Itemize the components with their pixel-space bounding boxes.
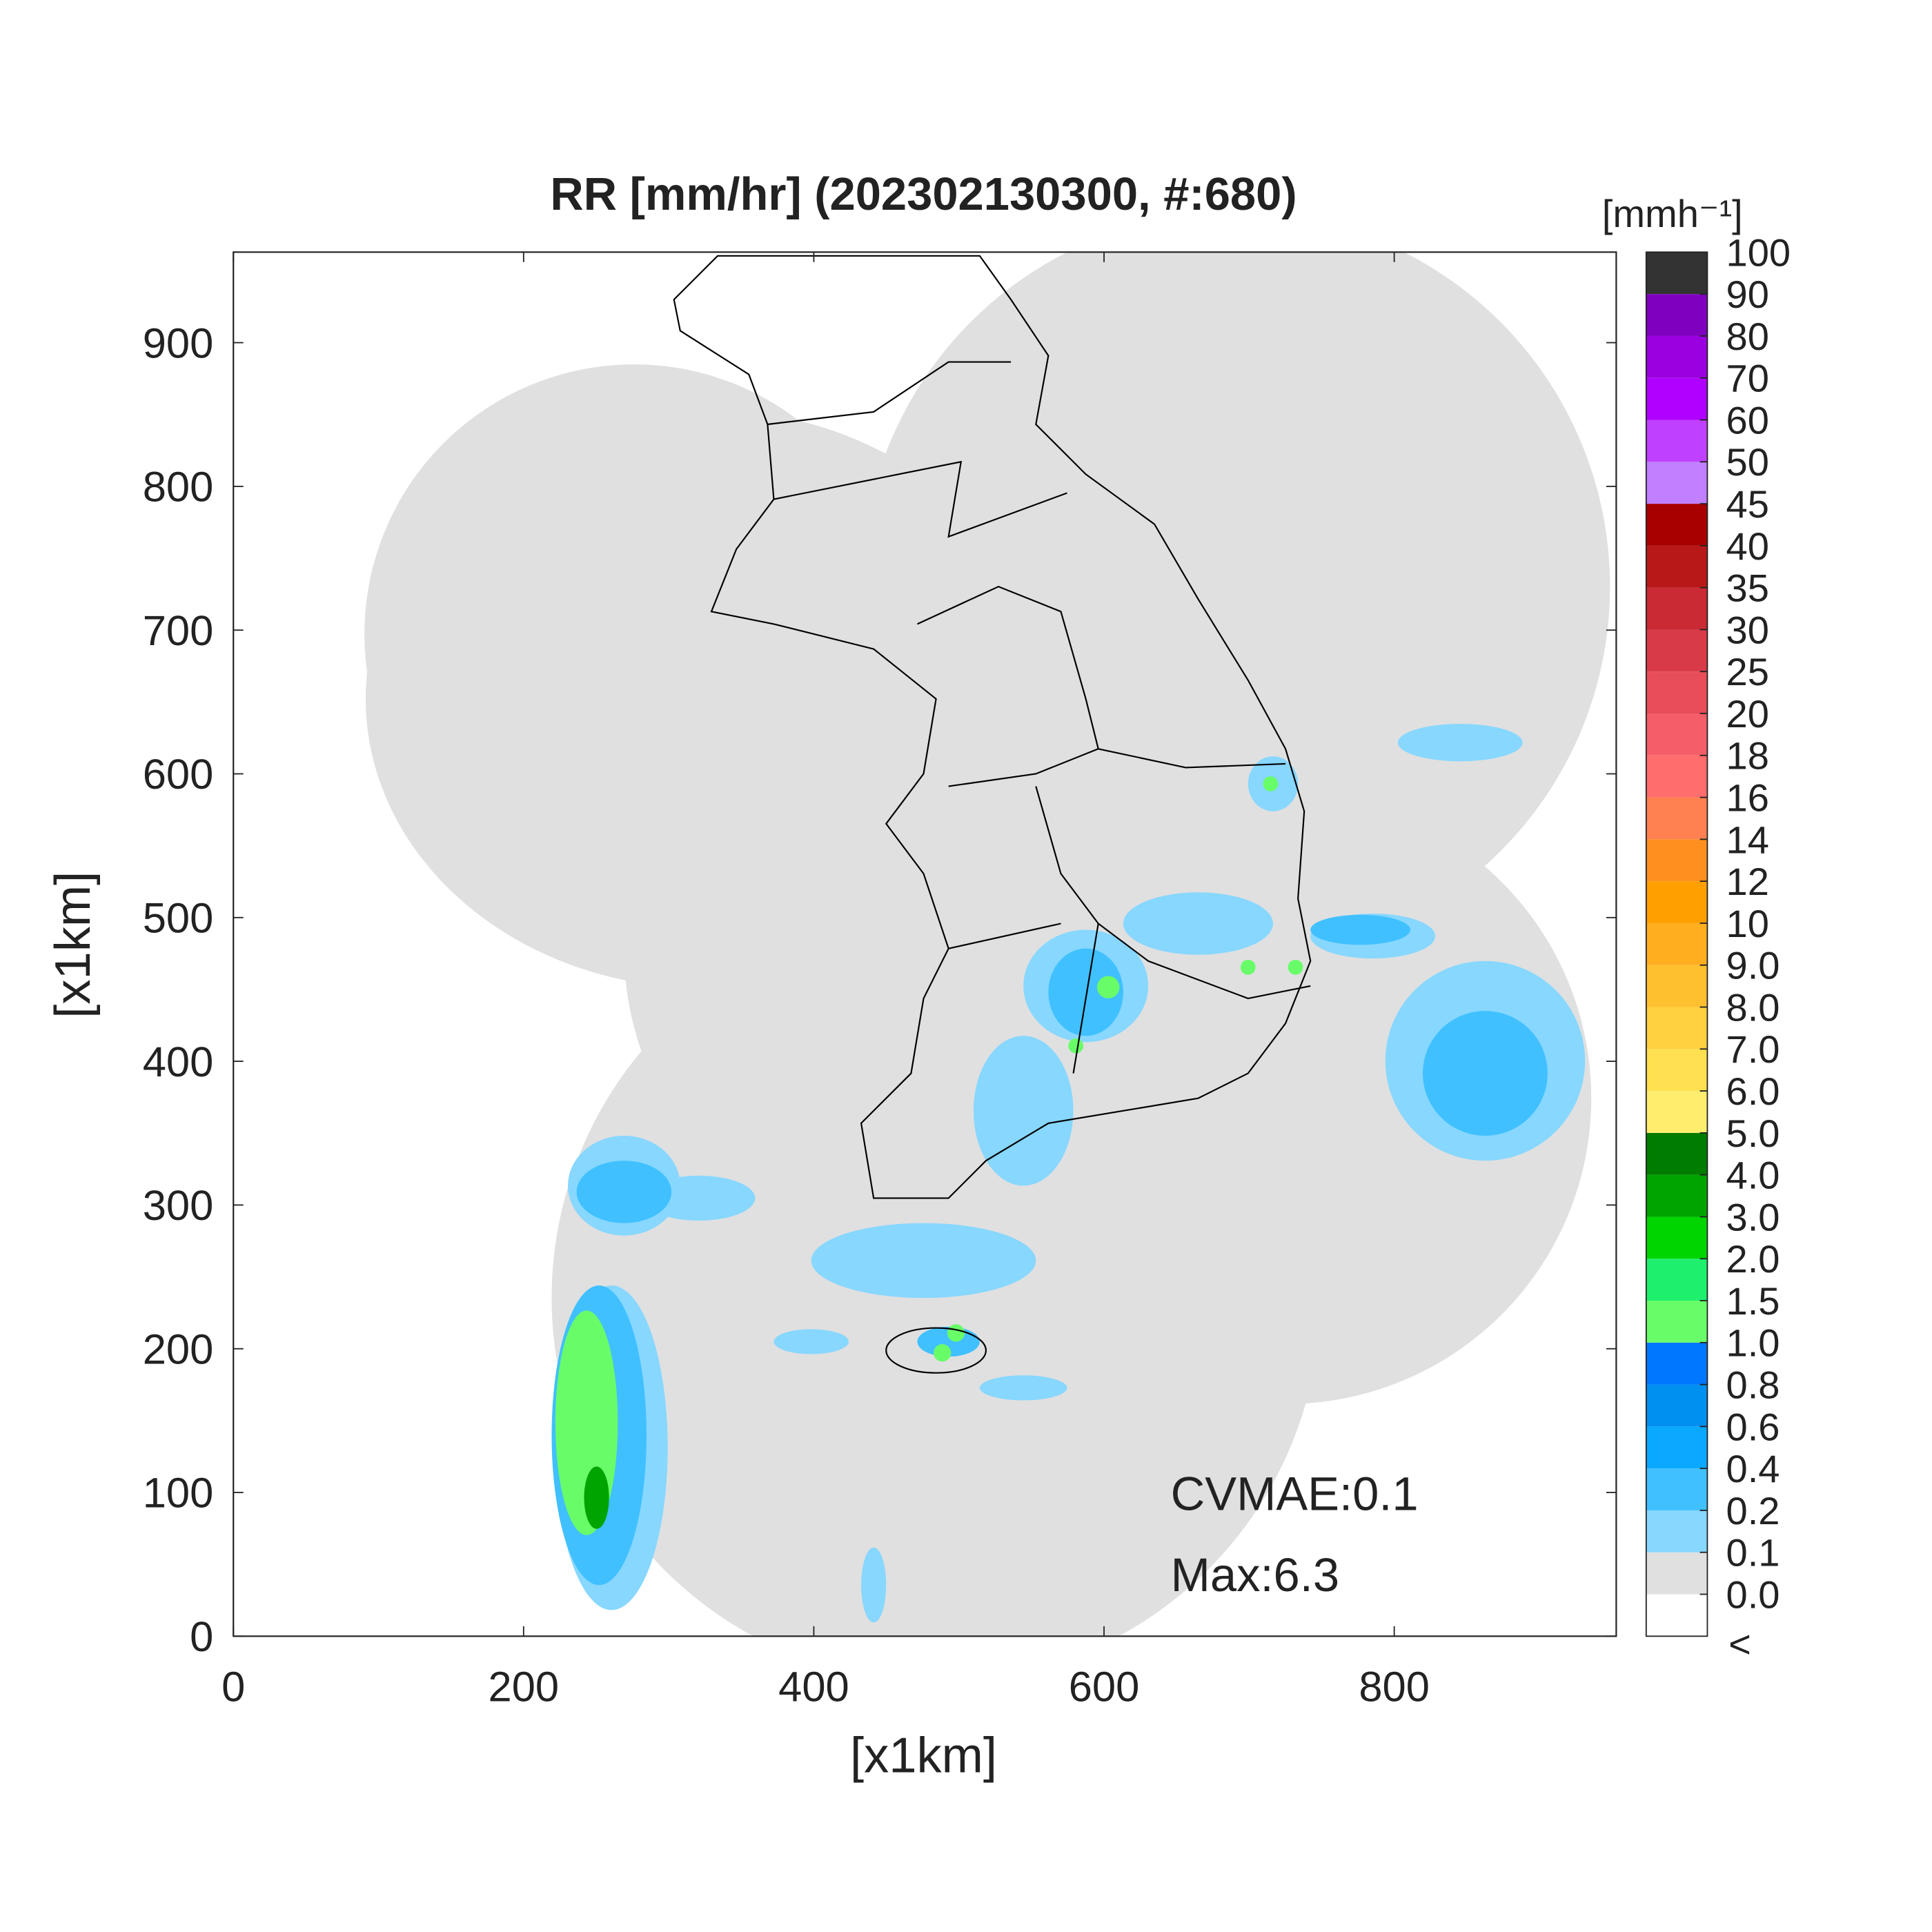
colorbar-box (1646, 881, 1708, 923)
colorbar-label: 0.6 (1726, 1405, 1780, 1448)
x-tick-label: 400 (778, 1663, 849, 1711)
colorbar-box (1646, 504, 1708, 546)
colorbar-box (1646, 377, 1708, 420)
colorbar-box (1646, 1510, 1708, 1552)
colorbar-label: 12 (1726, 860, 1769, 903)
y-tick-label: 100 (143, 1470, 214, 1517)
colorbar-label: 18 (1726, 734, 1769, 778)
annotation: CVMAE:0.1 (1171, 1468, 1419, 1521)
annotation: Max:6.3 (1171, 1548, 1339, 1601)
colorbar-box (1646, 1216, 1708, 1259)
colorbar-box (1646, 294, 1708, 336)
colorbar-box (1646, 1468, 1708, 1510)
colorbar-box (1646, 965, 1708, 1007)
colorbar-label: 100 (1726, 230, 1791, 274)
colorbar-label: 5.0 (1726, 1112, 1780, 1155)
y-tick-label: 300 (143, 1182, 214, 1230)
colorbar-label: 70 (1726, 357, 1769, 400)
colorbar-label: 0.2 (1726, 1489, 1780, 1532)
colorbar-label: 20 (1726, 692, 1769, 736)
colorbar-box (1646, 1007, 1708, 1049)
colorbar-label: 1.0 (1726, 1321, 1780, 1365)
colorbar-box (1646, 797, 1708, 840)
colorbar-box (1646, 839, 1708, 882)
colorbar-label: 2.0 (1726, 1237, 1780, 1281)
colorbar-box (1646, 671, 1708, 714)
colorbar-box (1646, 1174, 1708, 1217)
y-tick-label: 0 (190, 1613, 213, 1661)
colorbar-box (1646, 1342, 1708, 1385)
x-tick-label: 600 (1069, 1663, 1140, 1711)
colorbar-label: 9.0 (1726, 944, 1780, 987)
map-layer (364, 252, 1610, 1637)
x-tick-label: 0 (221, 1663, 245, 1711)
y-axis-label: [x1km] (46, 871, 101, 1018)
colorbar-label: 0.0 (1726, 1573, 1780, 1616)
y-tick-label: 600 (143, 751, 214, 798)
colorbar-frame (1645, 251, 1708, 1637)
y-tick-label: 200 (143, 1325, 214, 1373)
colorbar-box (1646, 1132, 1708, 1175)
y-tick-label: 900 (143, 319, 214, 367)
colorbar-box (1646, 1426, 1708, 1469)
coastline (673, 255, 1312, 1374)
colorbar-label: 40 (1726, 524, 1769, 568)
colorbar-label: 25 (1726, 650, 1769, 693)
colorbar-label: 16 (1726, 776, 1769, 819)
colorbar-label: 3.0 (1726, 1195, 1780, 1239)
colorbar-box (1646, 252, 1708, 295)
x-axis-label: [x1km] (850, 1728, 997, 1783)
x-tick-label: 800 (1359, 1663, 1430, 1711)
colorbar-label: 1.5 (1726, 1279, 1780, 1323)
y-tick-label: 400 (143, 1038, 214, 1086)
colorbar-label: 0.8 (1726, 1363, 1780, 1406)
colorbar-label: 8.0 (1726, 985, 1780, 1029)
colorbar-label: 14 (1726, 818, 1769, 861)
y-tick-label: 700 (143, 607, 214, 655)
colorbar-label: 50 (1726, 440, 1769, 484)
colorbar-box (1646, 587, 1708, 630)
colorbar-unit: [mmh⁻¹] (1602, 192, 1743, 235)
colorbar-box (1646, 1594, 1708, 1637)
colorbar-box (1646, 335, 1708, 378)
colorbar-label: 10 (1726, 902, 1769, 945)
colorbar-box (1646, 1384, 1708, 1427)
rain-areas (551, 724, 1586, 1623)
colorbar-label: 45 (1726, 482, 1769, 526)
colorbar-box (1646, 713, 1708, 756)
colorbar-label: 35 (1726, 566, 1769, 610)
colorbar-box (1646, 1552, 1708, 1595)
colorbar-label: 6.0 (1726, 1070, 1780, 1113)
colorbar-label: 7.0 (1726, 1027, 1780, 1071)
colorbar-under-label: < (1728, 1622, 1751, 1666)
colorbar-box (1646, 629, 1708, 672)
colorbar-box (1646, 1091, 1708, 1133)
colorbar-box (1646, 545, 1708, 588)
colorbar-box (1646, 1049, 1708, 1092)
x-tick-label: 200 (489, 1663, 560, 1711)
colorbar-label: 30 (1726, 608, 1769, 651)
colorbar-box (1646, 420, 1708, 462)
colorbar-label: 4.0 (1726, 1154, 1780, 1197)
colorbar-label: 0.1 (1726, 1531, 1780, 1575)
colorbar-label: 90 (1726, 273, 1769, 316)
colorbar-box (1646, 755, 1708, 798)
colorbar-box (1646, 1259, 1708, 1301)
colorbar-label: 60 (1726, 398, 1769, 442)
colorbar-label: 0.4 (1726, 1447, 1780, 1490)
colorbar-label: 80 (1726, 315, 1769, 358)
colorbar-box (1646, 462, 1708, 504)
chart-title: RR [mm/hr] (202302130300, #:680) (550, 168, 1297, 220)
y-tick-label: 800 (143, 464, 214, 511)
plot-frame (233, 251, 1617, 1637)
y-tick-label: 500 (143, 895, 214, 943)
colorbar-box (1646, 1301, 1708, 1343)
colorbar-box (1646, 923, 1708, 965)
